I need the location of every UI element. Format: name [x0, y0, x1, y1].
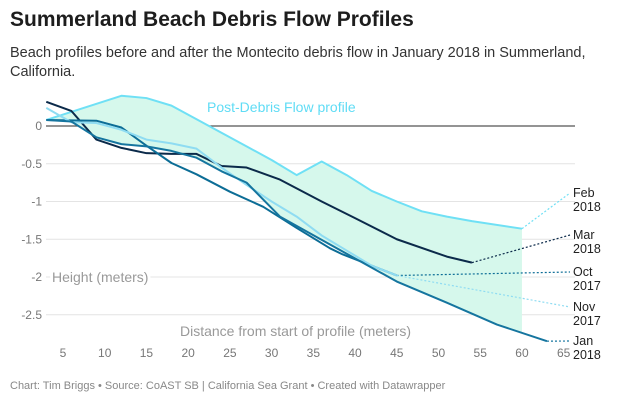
y-tick-label: -0.5	[21, 157, 42, 171]
chart-subtitle: Beach profiles before and after the Mont…	[10, 45, 586, 80]
series-label: Nov	[573, 300, 596, 314]
y-tick-label: -2.5	[21, 308, 42, 322]
series-label: 2018	[573, 200, 601, 214]
annotation-label: Post-Debris Flow profile	[207, 99, 356, 115]
series-label: Jan	[573, 334, 593, 348]
chart-footer: Chart: Tim Briggs • Source: CoAST SB | C…	[10, 380, 446, 392]
x-axis-label: Distance from start of profile (meters)	[180, 323, 411, 339]
x-tick-label: 30	[265, 346, 279, 360]
series-line	[45, 107, 398, 277]
x-tick-label: 5	[60, 346, 67, 360]
x-tick-label: 50	[432, 346, 446, 360]
y-axis-label: Height (meters)	[52, 269, 148, 285]
x-tick-label: 65	[557, 346, 571, 360]
x-tick-label: 20	[181, 346, 195, 360]
x-tick-label: 45	[390, 346, 404, 360]
series-label: Oct	[573, 265, 593, 279]
chart-title: Summerland Beach Debris Flow Profiles	[10, 8, 414, 31]
label-connector	[396, 271, 571, 277]
series-label: Feb	[573, 186, 595, 200]
series-label: Mar	[573, 228, 595, 242]
x-tick-label: 10	[98, 346, 112, 360]
x-tick-label: 25	[223, 346, 237, 360]
series-label: 2017	[573, 279, 601, 293]
label-connector	[521, 192, 571, 230]
y-tick-label: 0	[35, 119, 42, 133]
series-label: 2018	[573, 348, 601, 362]
series-line	[46, 118, 548, 343]
series-label: 2018	[573, 242, 601, 256]
series-line	[45, 100, 473, 264]
y-tick-label: -1	[31, 195, 42, 209]
y-tick-label: -2	[31, 270, 42, 284]
x-tick-label: 55	[474, 346, 488, 360]
fill-area	[46, 95, 522, 333]
x-tick-label: 15	[140, 346, 154, 360]
x-tick-label: 35	[307, 346, 321, 360]
series-line	[45, 94, 523, 230]
label-connector	[471, 234, 571, 264]
y-tick-label: -1.5	[21, 232, 42, 246]
x-tick-label: 40	[348, 346, 362, 360]
label-connector	[396, 274, 571, 308]
x-tick-label: 60	[515, 346, 529, 360]
series-label: 2017	[573, 314, 601, 328]
series-line	[46, 118, 398, 277]
